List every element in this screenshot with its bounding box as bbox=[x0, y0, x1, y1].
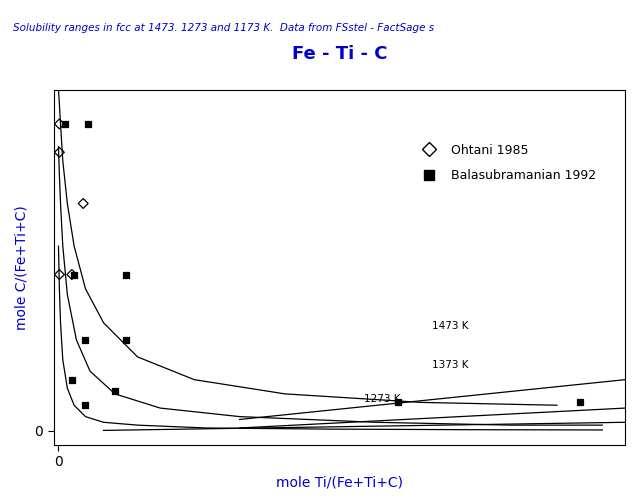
Point bbox=[69, 271, 79, 279]
Point bbox=[81, 336, 91, 344]
Point bbox=[54, 271, 65, 279]
Point bbox=[60, 120, 70, 128]
Point bbox=[67, 375, 77, 384]
Point bbox=[121, 271, 131, 279]
Point bbox=[67, 271, 77, 279]
Point bbox=[575, 398, 585, 406]
Text: 1373 K: 1373 K bbox=[432, 360, 469, 370]
Point bbox=[78, 200, 88, 208]
Point bbox=[110, 387, 120, 395]
Point bbox=[83, 120, 93, 128]
Text: 1273 K: 1273 K bbox=[364, 395, 401, 404]
Text: 1473 K: 1473 K bbox=[432, 321, 469, 331]
Point bbox=[81, 401, 91, 409]
Legend: Ohtani 1985, Balasubramanian 1992: Ohtani 1985, Balasubramanian 1992 bbox=[412, 139, 602, 187]
Point bbox=[393, 398, 403, 406]
Point bbox=[121, 336, 131, 344]
Point bbox=[54, 120, 65, 128]
Point bbox=[54, 148, 65, 156]
Y-axis label: mole C/(Fe+Ti+C): mole C/(Fe+Ti+C) bbox=[15, 205, 29, 330]
X-axis label: mole Ti/(Fe+Ti+C): mole Ti/(Fe+Ti+C) bbox=[276, 475, 403, 489]
Title: Fe - Ti - C: Fe - Ti - C bbox=[292, 45, 387, 63]
Text: Solubility ranges in fcc at 1473. 1273 and 1173 K.  Data from FSstel - FactSage : Solubility ranges in fcc at 1473. 1273 a… bbox=[13, 23, 434, 33]
